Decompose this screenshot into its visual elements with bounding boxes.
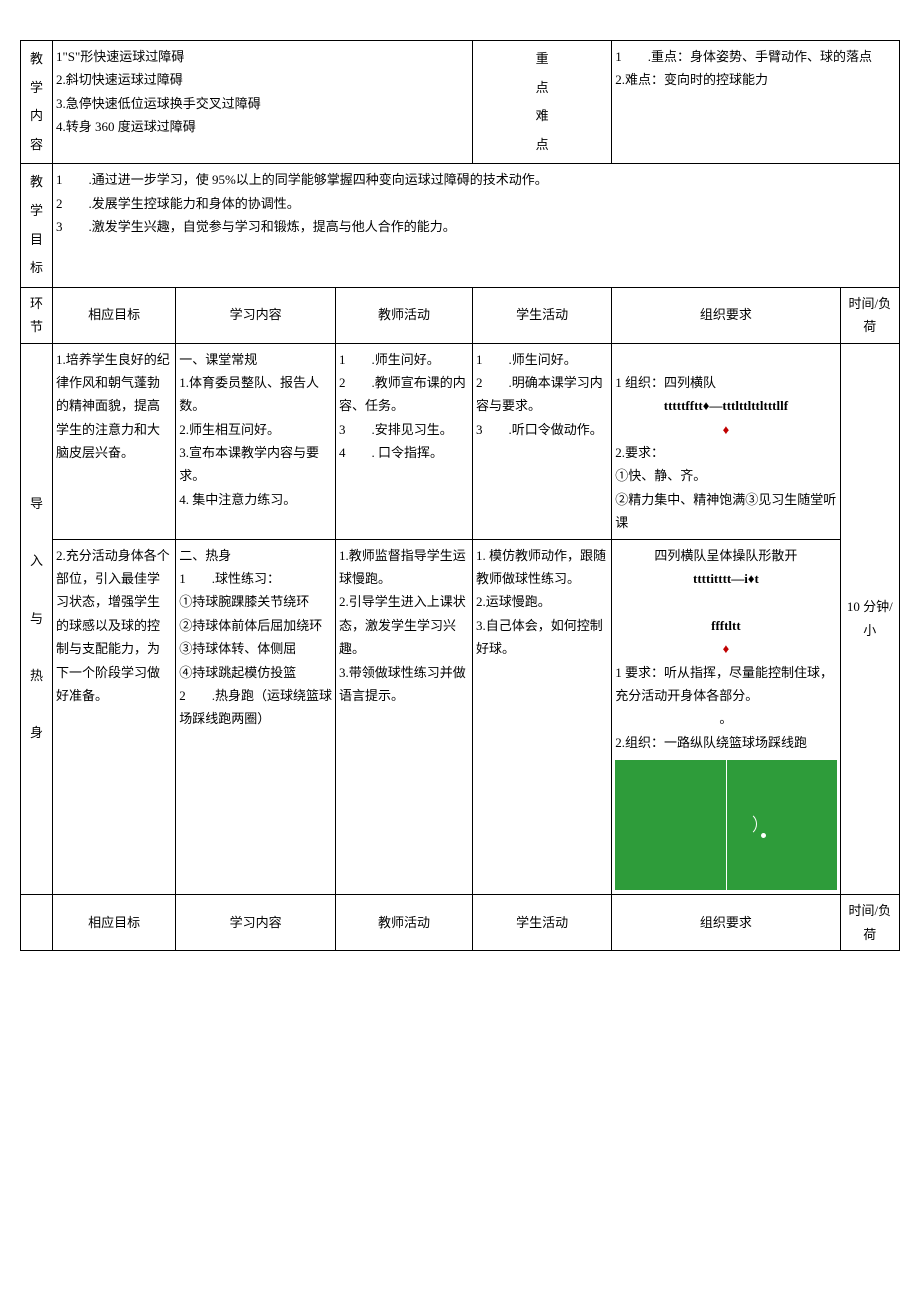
col-time: 时间/负荷 bbox=[840, 287, 899, 343]
column-header-row-bottom: 相应目标 学习内容 教师活动 学生活动 组织要求 时间/负荷 bbox=[21, 895, 900, 951]
student-cell-2: 1. 模仿教师动作，跟随教师做球性练习。 2.运球慢跑。 3.自己体会，如何控制… bbox=[473, 539, 612, 895]
keypoints: 1 .重点：身体姿势、手臂动作、球的落点 2.难点：变向时的控球能力 bbox=[612, 41, 900, 164]
col-org-b: 组织要求 bbox=[612, 895, 840, 951]
col-goal-b: 相应目标 bbox=[52, 895, 175, 951]
court-diagram bbox=[615, 760, 836, 890]
col-content: 学习内容 bbox=[176, 287, 336, 343]
col-goal: 相应目标 bbox=[52, 287, 175, 343]
content-cell-2: 二、热身 1 .球性练习： ①持球腕踝膝关节绕环 ②持球体前体后屈加绕环 ③持球… bbox=[176, 539, 336, 895]
content-cell-1: 一、课堂常规 1.体育委员整队、报告人数。 2.师生相互问好。 3.宣布本课教学… bbox=[176, 343, 336, 539]
time-cell: 10 分钟/小 bbox=[840, 343, 899, 895]
teacher-cell-2: 1.教师监督指导学生运球慢跑。 2.引导学生进入上课状态，激发学生学习兴趣。 3… bbox=[336, 539, 473, 895]
col-stage-b bbox=[21, 895, 53, 951]
org-cell-2: 四列横队呈体操队形散开 ttttitttt—i♦t ffftltt ♦ 1 要求… bbox=[612, 539, 840, 895]
col-content-b: 学习内容 bbox=[176, 895, 336, 951]
lesson-plan-table: 教 学 内 容 1"S"形快速运球过障碍 2.斜切快速运球过障碍 3.急停快速低… bbox=[20, 40, 900, 951]
col-stage: 环节 bbox=[21, 287, 53, 343]
goal-cell-1: 1.培养学生良好的纪律作风和朝气蓬勃的精神面貌，提高学生的注意力和大脑皮层兴奋。 bbox=[52, 343, 175, 539]
teacher-cell-1: 1 .师生问好。 2 .教师宣布课的内容、任务。 3 .安排见习生。 4 . 口… bbox=[336, 343, 473, 539]
col-org: 组织要求 bbox=[612, 287, 840, 343]
student-cell-1: 1 .师生问好。 2 .明确本课学习内容与要求。 3 .听口令做动作。 bbox=[473, 343, 612, 539]
goal-cell-2: 2.充分活动身体各个部位，引入最佳学习状态，增强学生的球感以及球的控制与支配能力… bbox=[52, 539, 175, 895]
column-header-row: 环节 相应目标 学习内容 教师活动 学生活动 组织要求 时间/负荷 bbox=[21, 287, 900, 343]
teaching-content-label: 教 学 内 容 bbox=[21, 41, 53, 164]
col-time-b: 时间/负荷 bbox=[840, 895, 899, 951]
col-teacher: 教师活动 bbox=[336, 287, 473, 343]
stage-label: 导 入 与 热 身 bbox=[21, 343, 53, 895]
col-student-b: 学生活动 bbox=[473, 895, 612, 951]
org-cell-1: 1 组织：四列横队 tttttfftt♦—tttlttlttltttllf ♦ … bbox=[612, 343, 840, 539]
col-teacher-b: 教师活动 bbox=[336, 895, 473, 951]
teaching-goals: 1 .通过进一步学习，使 95%以上的同学能够掌握四种变向运球过障碍的技术动作。… bbox=[52, 164, 899, 287]
teaching-content: 1"S"形快速运球过障碍 2.斜切快速运球过障碍 3.急停快速低位运球换手交叉过… bbox=[52, 41, 472, 164]
col-student: 学生活动 bbox=[473, 287, 612, 343]
keypoint-label: 重 点 难 点 bbox=[473, 41, 612, 164]
teaching-goal-label: 教 学 目 标 bbox=[21, 164, 53, 287]
